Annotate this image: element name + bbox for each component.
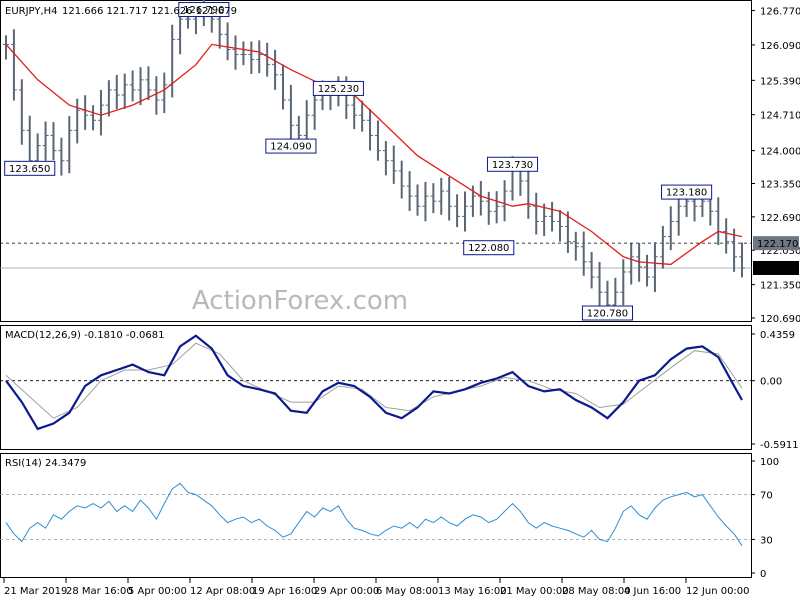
rsi-panel-frame — [0, 453, 752, 578]
rsi-axis-label: 100 — [760, 457, 779, 468]
price-level-badge-text: 122.170 — [757, 239, 798, 250]
price-label-text: 123.180 — [666, 188, 707, 199]
price-label-text: 123.730 — [492, 160, 533, 171]
price-axis-label: 126.770 — [760, 7, 800, 18]
price-label-box — [312, 80, 364, 96]
macd-axis-label: 0.4359 — [760, 330, 795, 341]
price-label-text: 125.230 — [318, 84, 359, 95]
price-axis-label: 122.690 — [760, 213, 800, 224]
price-label-text: 126.790 — [183, 5, 224, 16]
macd-indicator — [0, 334, 752, 431]
price-label-box — [265, 138, 317, 154]
moving-average-path — [5, 43, 743, 266]
time-axis-label: 4 Jun 16:00 — [624, 586, 681, 597]
macd-panel-frame — [0, 325, 752, 450]
price-axis-label: 126.090 — [760, 41, 800, 52]
rsi-line — [5, 482, 743, 546]
price-reference-lines — [0, 242, 752, 269]
price-bars — [3, 0, 745, 320]
macd-axis-label: -0.5911 — [760, 440, 799, 451]
price-axis-label: 124.710 — [760, 111, 800, 122]
rsi-axis-label: 70 — [760, 491, 773, 502]
price-panel-frame — [0, 0, 752, 322]
price-level-badge-text: 121.679 — [757, 264, 798, 275]
price-label-text: 120.780 — [587, 309, 628, 320]
price-axis-label: 125.390 — [760, 76, 800, 87]
rsi-indicator — [0, 482, 752, 546]
time-axis-label: 6 May 08:00 — [376, 586, 438, 597]
price-label-text: 122.080 — [468, 243, 509, 254]
time-axis-label: 21 May 00:00 — [500, 586, 569, 597]
symbol-label: EURJPY,H4 — [5, 6, 58, 17]
time-axis-label: 21 Mar 2019 — [4, 586, 67, 597]
macd-title: MACD(12,26,9) -0.1810 -0.0681 — [5, 330, 165, 341]
time-axis-label: 29 Apr 00:00 — [314, 586, 379, 597]
price-label-text: 123.650 — [9, 164, 50, 175]
price-label-box — [4, 160, 56, 176]
rsi-axis-label: 0 — [760, 569, 766, 580]
rsi-axis: 100 70 30 0 — [751, 457, 779, 580]
price-label-box — [581, 305, 634, 321]
price-label-box — [661, 184, 713, 200]
price-label-text: 124.090 — [270, 142, 311, 153]
price-axis-label: 122.030 — [760, 246, 800, 257]
time-axis-label: 28 May 08:00 — [562, 586, 631, 597]
price-level-badge: 121.679 — [753, 260, 799, 275]
price-level-badge-bg — [753, 260, 799, 275]
watermark-text: ActionForex.com — [192, 286, 408, 316]
price-axis: 126.770 126.090 125.390 124.710 124.000 123.3… — [751, 7, 800, 325]
price-level-badge: 122.170 — [753, 236, 799, 251]
price-axis-label: 121.350 — [760, 281, 800, 292]
price-axis-label: 123.350 — [760, 179, 800, 190]
time-axis-label: 12 Apr 08:00 — [190, 586, 255, 597]
price-label-box — [178, 2, 230, 18]
price-label-box — [486, 156, 539, 172]
time-axis-label: 13 May 16:00 — [438, 586, 507, 597]
macd-main-line — [5, 334, 743, 431]
macd-axis-label: 0.00 — [760, 377, 782, 388]
price-annotations: 123.650 126.790 124.090 125.230 122.080 123.7… — [4, 2, 713, 321]
time-axis-label: 12 Jun 00:00 — [686, 586, 750, 597]
time-axis-label: 5 Apr 00:00 — [128, 586, 187, 597]
rsi-title: RSI(14) 24.3479 — [5, 458, 86, 469]
time-axis-label: 28 Mar 16:00 — [66, 586, 133, 597]
time-axis-label: 19 Apr 16:00 — [252, 586, 317, 597]
macd-axis: 0.4359 0.00 -0.5911 — [751, 330, 799, 451]
ohlc-values: 121.666 121.717 121.626 121.679 — [62, 6, 237, 17]
price-axis-label: 120.690 — [760, 314, 800, 325]
price-level-badge-bg — [753, 236, 799, 251]
moving-average-line — [5, 43, 743, 266]
price-label-box — [463, 240, 515, 256]
rsi-axis-label: 30 — [760, 535, 773, 546]
price-axis-label: 124.000 — [760, 147, 800, 158]
